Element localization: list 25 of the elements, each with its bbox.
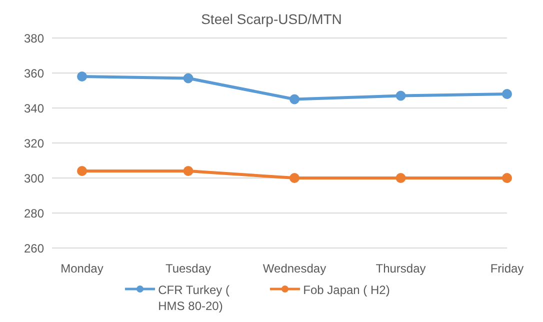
point <box>183 73 194 84</box>
y-tick-label: 340 <box>24 101 44 116</box>
chart-title: Steel Scarp-USD/MTN <box>200 10 343 29</box>
x-tick-label: Thursday <box>376 262 426 276</box>
point <box>183 166 194 176</box>
legend-label: CFR Turkey ( HMS 80-20) <box>158 282 230 314</box>
x-tick-label: Tuesday <box>165 262 212 276</box>
y-tick-label: 360 <box>24 66 44 80</box>
point <box>396 90 406 101</box>
y-tick-label: 320 <box>24 136 44 150</box>
point <box>290 173 300 183</box>
y-tick-label: 280 <box>24 206 44 220</box>
x-tick-label: Wednesday <box>262 262 326 276</box>
point <box>396 173 406 183</box>
legend-label: Fob Japan ( H2) <box>303 282 390 298</box>
y-tick-label: 260 <box>24 241 44 256</box>
x-tick-label: Friday <box>490 262 524 276</box>
y-tick-label: 380 <box>24 31 44 46</box>
point <box>502 89 512 99</box>
point <box>290 94 300 104</box>
y-tick-label: 300 <box>24 171 44 186</box>
point <box>502 173 512 183</box>
point <box>77 72 87 82</box>
x-tick-label: Monday <box>60 262 104 276</box>
point <box>77 166 87 176</box>
